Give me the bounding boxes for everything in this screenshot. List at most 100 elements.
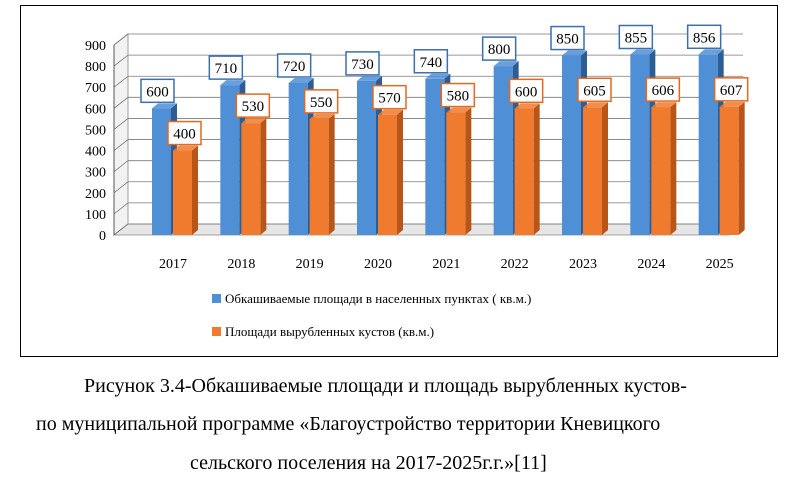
bar-top bbox=[630, 49, 656, 55]
data-label: 740 bbox=[420, 55, 443, 71]
data-label: 570 bbox=[378, 91, 401, 107]
data-label-box bbox=[481, 36, 517, 61]
bar bbox=[562, 55, 581, 235]
bar-top bbox=[378, 109, 403, 115]
bar-side bbox=[328, 113, 335, 235]
data-label-box bbox=[372, 84, 407, 110]
bar-side bbox=[670, 102, 677, 235]
bar bbox=[357, 80, 376, 235]
y-tick-label: 500 bbox=[85, 123, 106, 138]
x-tick-label: 2019 bbox=[296, 257, 324, 272]
data-label: 855 bbox=[625, 31, 648, 47]
bar bbox=[220, 85, 240, 235]
data-label-box bbox=[713, 77, 749, 102]
bar-top bbox=[698, 49, 724, 55]
data-label-box bbox=[167, 120, 202, 146]
data-label-box bbox=[550, 25, 585, 51]
bar bbox=[719, 106, 739, 235]
data-label: 600 bbox=[515, 84, 538, 100]
bar-top bbox=[562, 50, 587, 56]
bar-top bbox=[173, 145, 198, 151]
bar-top bbox=[719, 101, 745, 107]
bar-side bbox=[397, 109, 403, 235]
x-tick-label: 2020 bbox=[364, 257, 392, 272]
bar-top bbox=[651, 102, 677, 108]
bar-side bbox=[602, 102, 608, 236]
data-label-box bbox=[208, 55, 244, 80]
gridline bbox=[113, 75, 743, 88]
bar bbox=[514, 108, 534, 235]
data-label: 730 bbox=[351, 57, 374, 73]
bar bbox=[288, 83, 308, 235]
figure-caption-line-3: сельского поселения на 2017-2025г.г.»[11… bbox=[190, 452, 547, 474]
bar-top bbox=[583, 102, 608, 108]
bar bbox=[425, 78, 445, 236]
bar-top bbox=[493, 61, 519, 67]
bar bbox=[152, 108, 171, 235]
bar-top bbox=[241, 118, 267, 124]
data-label-box bbox=[618, 24, 654, 50]
bar-top bbox=[514, 103, 540, 109]
bar-top bbox=[309, 113, 335, 119]
bar bbox=[309, 118, 329, 235]
figure-caption-line-1: Рисунок 3.4-Обкашиваемые площади и площа… bbox=[84, 375, 687, 397]
x-tick-label: 2017 bbox=[159, 257, 187, 272]
bar-top bbox=[357, 75, 382, 81]
figure-caption-line-2: по муниципальной программе «Благоустройс… bbox=[36, 413, 661, 435]
bar bbox=[493, 66, 513, 235]
gridline bbox=[113, 33, 743, 46]
bar-top bbox=[446, 107, 472, 113]
data-label: 850 bbox=[556, 32, 579, 48]
data-label-box bbox=[508, 78, 544, 104]
data-label: 720 bbox=[283, 59, 306, 75]
y-tick-label: 0 bbox=[99, 229, 106, 244]
bar-top bbox=[425, 73, 451, 79]
data-label: 600 bbox=[146, 84, 169, 100]
x-tick-label: 2024 bbox=[637, 257, 665, 272]
data-label-box bbox=[235, 93, 271, 118]
bar-top bbox=[288, 78, 314, 83]
bar-side bbox=[260, 118, 267, 235]
data-label-box bbox=[140, 78, 175, 104]
gridline bbox=[113, 54, 743, 67]
x-tick-label: 2023 bbox=[569, 257, 597, 272]
data-label-box bbox=[645, 77, 681, 102]
chart-frame: 0 100 200 300 400 500 600 700 800 900 600 400 2017 71… bbox=[20, 5, 778, 357]
y-tick-label: 300 bbox=[85, 166, 106, 181]
bar-side bbox=[738, 101, 745, 235]
data-label-box bbox=[686, 24, 722, 50]
data-label: 400 bbox=[173, 127, 196, 143]
bar-side bbox=[465, 107, 472, 235]
bar-side bbox=[192, 145, 198, 235]
data-label: 605 bbox=[583, 83, 606, 99]
data-label: 607 bbox=[720, 83, 743, 99]
x-tick-label: 2025 bbox=[706, 257, 734, 272]
bar-top bbox=[152, 103, 177, 109]
bar bbox=[583, 107, 602, 235]
y-tick-label: 200 bbox=[85, 187, 106, 202]
data-label: 710 bbox=[215, 61, 238, 77]
legend-swatch bbox=[212, 294, 221, 303]
data-label-box bbox=[440, 82, 476, 108]
x-tick-label: 2022 bbox=[501, 257, 529, 272]
bar-top bbox=[220, 80, 246, 86]
y-tick-label: 900 bbox=[85, 39, 106, 54]
data-label: 800 bbox=[488, 42, 511, 58]
data-label: 580 bbox=[447, 89, 470, 105]
legend-entry: Обкашиваемые площади в населенных пункта… bbox=[225, 291, 531, 306]
data-label-box bbox=[303, 89, 339, 114]
legend-swatch bbox=[212, 327, 221, 336]
y-tick-label: 400 bbox=[85, 145, 106, 160]
x-tick-label: 2021 bbox=[432, 257, 460, 272]
data-label-box bbox=[276, 53, 312, 78]
bar bbox=[446, 112, 466, 235]
data-label: 550 bbox=[310, 95, 333, 111]
bar-side bbox=[533, 103, 540, 235]
legend-entry: Площади вырубленных кустов (кв.м.) bbox=[225, 324, 434, 339]
y-tick-label: 600 bbox=[85, 102, 106, 117]
data-label: 856 bbox=[693, 30, 716, 46]
y-tick-label: 800 bbox=[85, 60, 106, 75]
x-tick-label: 2018 bbox=[227, 257, 255, 272]
data-label-box bbox=[345, 51, 380, 76]
bar bbox=[698, 54, 718, 236]
